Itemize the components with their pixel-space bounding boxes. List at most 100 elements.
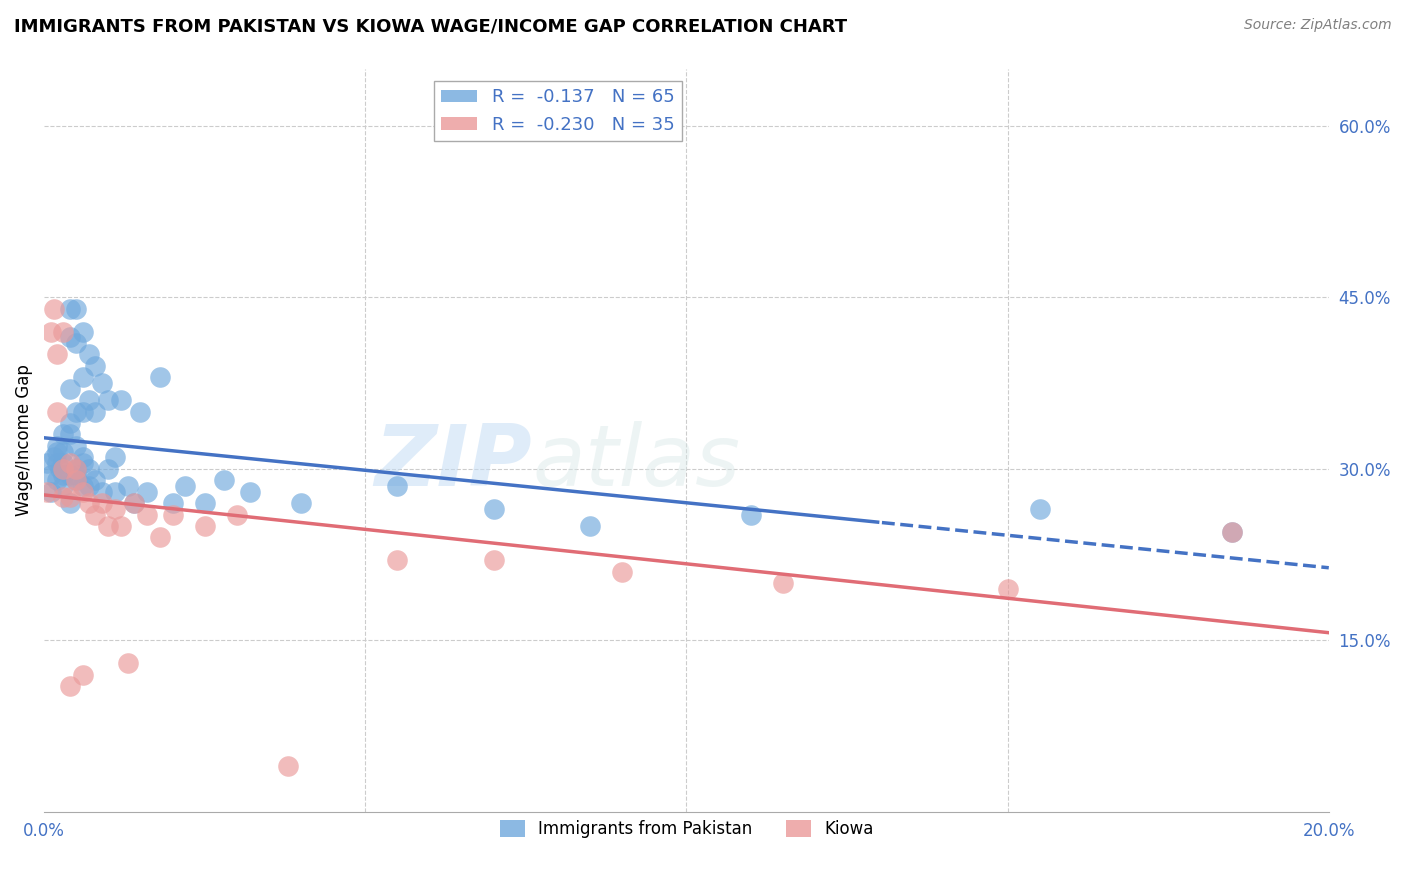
Point: [49, 462, 72, 476]
Point: [135, 484, 157, 499]
Point: [59, 456, 82, 470]
Point: [1028, 501, 1050, 516]
Point: [612, 565, 634, 579]
Point: [59, 382, 82, 396]
Point: [65, 473, 87, 487]
Point: [104, 501, 127, 516]
Point: [387, 479, 409, 493]
Point: [72, 479, 94, 493]
Point: [117, 479, 139, 493]
Text: ZIP: ZIP: [374, 421, 533, 504]
Point: [42, 450, 65, 465]
Point: [1222, 524, 1244, 539]
Point: [772, 576, 794, 591]
Point: [77, 462, 100, 476]
Point: [84, 473, 107, 487]
Point: [90, 376, 112, 390]
Point: [290, 496, 312, 510]
Point: [52, 325, 75, 339]
Text: IMMIGRANTS FROM PAKISTAN VS KIOWA WAGE/INCOME GAP CORRELATION CHART: IMMIGRANTS FROM PAKISTAN VS KIOWA WAGE/I…: [14, 18, 848, 36]
Point: [482, 553, 505, 567]
Point: [482, 501, 505, 516]
Point: [84, 508, 107, 522]
Point: [65, 336, 87, 351]
Point: [72, 484, 94, 499]
Point: [59, 416, 82, 430]
Point: [104, 450, 127, 465]
Point: [42, 301, 65, 316]
Point: [90, 496, 112, 510]
Point: [135, 508, 157, 522]
Point: [72, 370, 94, 384]
Point: [387, 553, 409, 567]
Point: [97, 462, 120, 476]
Point: [72, 450, 94, 465]
Point: [59, 427, 82, 442]
Point: [37, 456, 59, 470]
Point: [77, 496, 100, 510]
Point: [90, 484, 112, 499]
Point: [129, 404, 152, 418]
Point: [72, 325, 94, 339]
Point: [162, 508, 184, 522]
Point: [65, 301, 87, 316]
Point: [65, 404, 87, 418]
Point: [225, 508, 247, 522]
Point: [37, 484, 59, 499]
Point: [65, 439, 87, 453]
Point: [52, 479, 75, 493]
Point: [46, 444, 69, 458]
Point: [997, 582, 1019, 596]
Point: [194, 519, 217, 533]
Point: [52, 462, 75, 476]
Point: [77, 393, 100, 408]
Point: [59, 301, 82, 316]
Point: [174, 479, 197, 493]
Point: [65, 467, 87, 482]
Point: [84, 404, 107, 418]
Point: [52, 456, 75, 470]
Point: [39, 325, 62, 339]
Point: [72, 456, 94, 470]
Y-axis label: Wage/Income Gap: Wage/Income Gap: [15, 364, 32, 516]
Point: [65, 473, 87, 487]
Point: [65, 462, 87, 476]
Point: [122, 496, 145, 510]
Point: [59, 467, 82, 482]
Point: [52, 467, 75, 482]
Point: [110, 393, 132, 408]
Point: [52, 444, 75, 458]
Point: [46, 404, 69, 418]
Point: [149, 370, 172, 384]
Point: [39, 467, 62, 482]
Point: [77, 479, 100, 493]
Point: [740, 508, 762, 522]
Point: [46, 473, 69, 487]
Point: [46, 347, 69, 361]
Point: [39, 484, 62, 499]
Legend: Immigrants from Pakistan, Kiowa: Immigrants from Pakistan, Kiowa: [494, 813, 880, 845]
Point: [149, 530, 172, 544]
Text: atlas: atlas: [533, 421, 741, 504]
Point: [1222, 524, 1244, 539]
Point: [579, 519, 602, 533]
Point: [59, 491, 82, 505]
Point: [194, 496, 217, 510]
Point: [97, 519, 120, 533]
Point: [52, 427, 75, 442]
Point: [104, 484, 127, 499]
Point: [77, 347, 100, 361]
Point: [162, 496, 184, 510]
Point: [97, 393, 120, 408]
Point: [46, 439, 69, 453]
Point: [239, 484, 262, 499]
Point: [72, 404, 94, 418]
Point: [59, 330, 82, 344]
Point: [59, 496, 82, 510]
Point: [46, 456, 69, 470]
Point: [72, 667, 94, 681]
Point: [52, 491, 75, 505]
Point: [84, 359, 107, 373]
Point: [59, 679, 82, 693]
Point: [65, 462, 87, 476]
